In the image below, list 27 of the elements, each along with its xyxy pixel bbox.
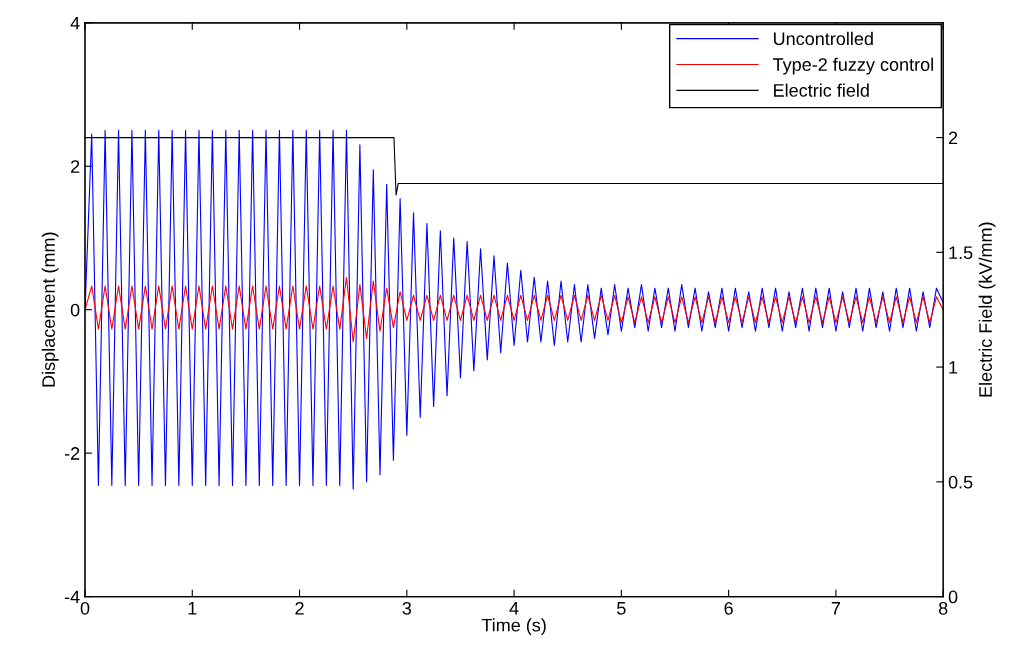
y2-tick-label: 0.5 bbox=[948, 475, 973, 489]
x-tick-label: 0 bbox=[80, 601, 90, 615]
y-tick-label: -4 bbox=[64, 590, 80, 604]
x-tick-label: 8 bbox=[938, 601, 948, 615]
x-tick-label: 1 bbox=[188, 602, 197, 615]
x-tick-label: 4 bbox=[509, 602, 519, 615]
x-axis-title: Time (s) bbox=[481, 618, 546, 636]
x-tick-label: 2 bbox=[295, 601, 304, 615]
y2-tick-label: 0 bbox=[948, 590, 958, 604]
y-tick-label: -2 bbox=[64, 447, 80, 460]
x-tick-label: 5 bbox=[617, 602, 626, 615]
y2-tick-label: 1.5 bbox=[949, 246, 973, 260]
x-tick-label: 3 bbox=[402, 601, 412, 615]
line-series bbox=[85, 129, 944, 490]
legend-label: Uncontrolled bbox=[773, 31, 873, 46]
y2-tick-label: 2 bbox=[948, 131, 958, 145]
line-series bbox=[85, 276, 944, 343]
y2-axis-title: Electric Field (kV/mm) bbox=[978, 222, 996, 397]
y-axis-title: Displacement (mm) bbox=[41, 232, 59, 387]
legend-label: Type-2 fuzzy control bbox=[773, 57, 933, 75]
x-tick-label: 6 bbox=[724, 601, 733, 615]
legend-label: Electric field bbox=[774, 83, 869, 97]
y-tick-label: 4 bbox=[70, 16, 80, 30]
y2-tick-label: 1 bbox=[949, 361, 958, 374]
y-tick-label: 0 bbox=[70, 303, 80, 317]
y-tick-label: 2 bbox=[71, 160, 80, 173]
x-tick-label: 7 bbox=[831, 602, 841, 615]
